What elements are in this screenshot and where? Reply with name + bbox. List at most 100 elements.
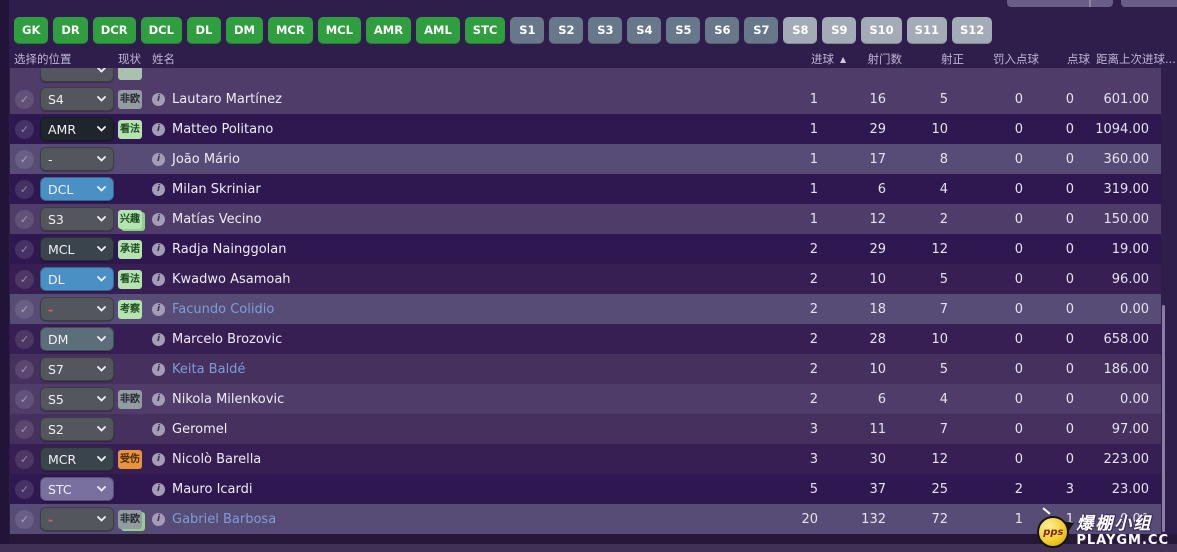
info-icon[interactable]: i <box>152 452 165 466</box>
position-dropdown[interactable]: S2 <box>40 417 114 441</box>
filter-button-dcr[interactable]: DCR <box>92 17 136 44</box>
table-row[interactable]: ✓ DL 看法 i Kwadwo Asamoah 2 10 5 0 0 96.00 <box>10 264 1161 294</box>
vertical-scrollbar[interactable] <box>1161 68 1167 534</box>
row-checkbox[interactable]: ✓ <box>15 389 34 409</box>
player-name[interactable]: Milan Skriniar <box>172 181 261 197</box>
position-dropdown[interactable]: DCL <box>40 177 114 201</box>
position-dropdown[interactable]: S7 <box>40 357 114 381</box>
row-checkbox[interactable]: ✓ <box>15 89 34 109</box>
filter-button-s4[interactable]: S4 <box>627 17 662 44</box>
position-dropdown[interactable]: S4 <box>40 87 114 111</box>
position-dropdown[interactable]: S3 <box>40 207 114 231</box>
player-name[interactable]: Matteo Politano <box>172 121 274 137</box>
top-partial-control[interactable] <box>1121 0 1177 7</box>
row-checkbox[interactable]: ✓ <box>15 419 34 439</box>
row-checkbox[interactable]: ✓ <box>15 119 34 139</box>
position-dropdown[interactable]: - <box>40 507 114 531</box>
info-icon[interactable]: i <box>152 212 165 226</box>
filter-button-stc[interactable]: STC <box>464 17 506 44</box>
top-partial-control[interactable] <box>1007 0 1113 7</box>
table-row[interactable]: ✓ MCL 承诺 i Radja Nainggolan 2 29 12 0 0 19.00 <box>10 234 1161 264</box>
position-dropdown[interactable]: - <box>40 297 114 321</box>
info-icon[interactable]: i <box>152 422 165 436</box>
table-row[interactable]: ✓ - i João Mário 1 17 8 0 0 360.00 <box>10 144 1161 174</box>
player-name[interactable]: Radja Nainggolan <box>172 241 287 257</box>
table-row[interactable]: ✓ - 考察 i Facundo Colidio 2 18 7 0 0 0.00 <box>10 294 1161 324</box>
col-stat-header[interactable]: 射正 <box>941 51 964 66</box>
position-dropdown[interactable]: MCL <box>40 237 114 261</box>
info-icon[interactable]: i <box>152 512 165 526</box>
info-icon[interactable]: i <box>152 392 165 406</box>
table-row[interactable]: ✓ S7 i Keita Baldé 2 10 5 0 0 186.00 <box>10 354 1161 384</box>
table-row[interactable]: ✓ S3 兴趣 i Matías Vecino 1 12 2 0 0 150.00 <box>10 204 1161 234</box>
filter-button-s1[interactable]: S1 <box>510 17 545 44</box>
player-name[interactable]: Nicolò Barella <box>172 451 262 467</box>
filter-button-amr[interactable]: AMR <box>365 17 412 44</box>
sort-ascending-icon[interactable]: ▲ <box>840 54 847 64</box>
row-checkbox[interactable]: ✓ <box>15 479 34 499</box>
filter-button-s10[interactable]: S10 <box>861 17 902 44</box>
info-icon[interactable]: i <box>152 182 165 196</box>
row-checkbox[interactable]: ✓ <box>15 149 34 169</box>
table-row[interactable]: ✓ DCL i Milan Skriniar 1 6 4 0 0 319.00 <box>10 174 1161 204</box>
row-checkbox[interactable]: ✓ <box>15 449 34 469</box>
row-checkbox[interactable]: ✓ <box>15 269 34 289</box>
player-name[interactable]: Matías Vecino <box>172 211 262 227</box>
filter-button-mcl[interactable]: MCL <box>317 17 361 44</box>
info-icon[interactable]: i <box>152 332 165 346</box>
player-name[interactable]: Facundo Colidio <box>172 301 275 317</box>
filter-button-s8[interactable]: S8 <box>783 17 818 44</box>
filter-button-dcl[interactable]: DCL <box>140 17 182 44</box>
col-stat-header[interactable]: 距离上次进球... <box>1096 51 1176 66</box>
row-checkbox[interactable]: ✓ <box>15 329 34 349</box>
info-icon[interactable]: i <box>152 302 165 316</box>
filter-button-s11[interactable]: S11 <box>906 17 947 44</box>
player-name[interactable]: Gabriel Barbosa <box>172 511 277 527</box>
table-row[interactable]: ✓ STC i Mauro Icardi 5 37 25 2 3 23.00 <box>10 474 1161 504</box>
filter-button-s7[interactable]: S7 <box>744 17 779 44</box>
col-stat-header[interactable]: 罚入点球 <box>993 51 1039 66</box>
table-row[interactable]: ✓ S4 非欧 i Lautaro Martínez 1 16 5 0 0 601.00 <box>10 84 1161 114</box>
position-dropdown[interactable]: DL <box>40 267 114 291</box>
row-checkbox[interactable]: ✓ <box>15 239 34 259</box>
info-icon[interactable]: i <box>152 92 165 106</box>
row-checkbox[interactable]: ✓ <box>15 509 34 529</box>
player-name[interactable]: Kwadwo Asamoah <box>172 271 291 287</box>
position-dropdown[interactable]: MCR <box>40 447 114 471</box>
filter-button-s6[interactable]: S6 <box>705 17 740 44</box>
player-name[interactable]: Geromel <box>172 421 228 437</box>
col-stat-header[interactable]: 点球 <box>1067 51 1090 66</box>
col-name[interactable]: 姓名 <box>152 51 175 66</box>
filter-button-s2[interactable]: S2 <box>549 17 584 44</box>
player-name[interactable]: Keita Baldé <box>172 361 246 377</box>
row-checkbox[interactable]: ✓ <box>15 209 34 229</box>
col-selected-position[interactable]: 选择的位置 <box>14 51 72 66</box>
position-dropdown[interactable]: - <box>40 147 114 171</box>
filter-button-mcr[interactable]: MCR <box>267 17 313 44</box>
table-row[interactable]: ✓ AMR 看法 i Matteo Politano 1 29 10 0 0 1094.00 <box>10 114 1161 144</box>
table-row[interactable]: ✓ <box>10 68 1161 84</box>
filter-button-gk[interactable]: GK <box>14 17 49 44</box>
info-icon[interactable]: i <box>152 482 165 496</box>
info-icon[interactable]: i <box>152 362 165 376</box>
row-checkbox[interactable]: ✓ <box>15 359 34 379</box>
info-icon[interactable]: i <box>152 122 165 136</box>
col-stat-header[interactable]: 射门数 <box>867 51 903 66</box>
filter-button-dr[interactable]: DR <box>53 17 88 44</box>
position-dropdown[interactable]: DM <box>40 327 114 351</box>
table-row[interactable]: ✓ S2 i Geromel 3 11 7 0 0 97.00 <box>10 414 1161 444</box>
player-name[interactable]: Lautaro Martínez <box>172 91 282 107</box>
info-icon[interactable]: i <box>152 272 165 286</box>
info-icon[interactable]: i <box>152 242 165 256</box>
scrollbar-thumb[interactable] <box>1162 305 1165 532</box>
row-checkbox[interactable]: ✓ <box>15 179 34 199</box>
filter-button-s9[interactable]: S9 <box>822 17 857 44</box>
filter-button-s12[interactable]: S12 <box>951 17 993 44</box>
table-row[interactable]: ✓ MCR 受伤 i Nicolò Barella 3 30 12 0 0 223.00 <box>10 444 1161 474</box>
filter-button-s3[interactable]: S3 <box>588 17 623 44</box>
table-row[interactable]: ✓ S5 非欧 i Nikola Milenkovic 2 6 4 0 0 0.00 <box>10 384 1161 414</box>
filter-button-s5[interactable]: S5 <box>666 17 701 44</box>
row-checkbox[interactable]: ✓ <box>15 299 34 319</box>
position-dropdown[interactable]: S5 <box>40 387 114 411</box>
